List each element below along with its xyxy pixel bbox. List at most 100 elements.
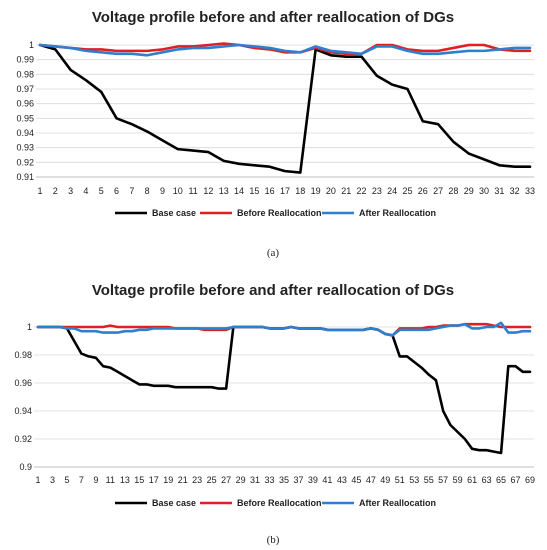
series-line-base-case — [36, 325, 532, 455]
x-tick-label: 21 — [178, 475, 188, 485]
x-tick-label: 32 — [510, 186, 520, 196]
x-tick-label: 13 — [120, 475, 130, 485]
y-tick-label: 0.96 — [14, 378, 32, 388]
x-tick-label: 55 — [424, 475, 434, 485]
y-tick-label: 1 — [29, 40, 34, 50]
y-tick-label: 0.9 — [19, 462, 32, 472]
x-tick-label: 1 — [37, 186, 42, 196]
series-line-base-case — [38, 43, 532, 174]
x-tick-label: 19 — [163, 475, 173, 485]
x-tick-label: 7 — [79, 475, 84, 485]
legend-label: Base case — [152, 208, 196, 218]
x-tick-label: 67 — [511, 475, 521, 485]
x-tick-label: 51 — [395, 475, 405, 485]
x-tick-label: 29 — [236, 475, 246, 485]
x-tick-label: 9 — [93, 475, 98, 485]
x-tick-label: 3 — [50, 475, 55, 485]
x-tick-label: 19 — [311, 186, 321, 196]
x-tick-label: 24 — [387, 186, 397, 196]
x-tick-label: 27 — [433, 186, 443, 196]
x-tick-label: 1 — [35, 475, 40, 485]
x-tick-label: 14 — [234, 186, 244, 196]
x-tick-label: 43 — [337, 475, 347, 485]
x-tick-label: 23 — [372, 186, 382, 196]
y-tick-label: 0.92 — [16, 157, 34, 167]
series-line-after-reallocation — [36, 321, 532, 337]
panel-label: (b) — [267, 534, 280, 546]
x-tick-label: 11 — [106, 475, 115, 485]
legend-label: After Reallocation — [359, 498, 436, 508]
x-tick-label: 7 — [129, 186, 134, 196]
x-tick-label: 5 — [64, 475, 69, 485]
x-tick-label: 15 — [249, 186, 259, 196]
x-tick-label: 5 — [99, 186, 104, 196]
x-tick-label: 53 — [409, 475, 419, 485]
x-tick-label: 49 — [380, 475, 390, 485]
x-tick-label: 6 — [114, 186, 119, 196]
legend-label: Before Reallocation — [237, 208, 322, 218]
x-tick-label: 15 — [134, 475, 144, 485]
x-tick-label: 4 — [83, 186, 88, 196]
legend-label: After Reallocation — [359, 208, 436, 218]
x-tick-label: 10 — [173, 186, 183, 196]
series-line-after-reallocation — [38, 43, 532, 57]
x-tick-label: 65 — [496, 475, 506, 485]
y-tick-label: 0.97 — [16, 84, 34, 94]
panel-label: (a) — [267, 247, 280, 259]
x-tick-label: 8 — [145, 186, 150, 196]
x-tick-label: 59 — [453, 475, 463, 485]
y-tick-label: 0.98 — [14, 350, 32, 360]
x-tick-label: 3 — [68, 186, 73, 196]
voltage-profile-chart-b: Voltage profile before and after realloc… — [14, 282, 535, 546]
y-tick-label: 0.96 — [16, 99, 34, 109]
x-tick-label: 22 — [357, 186, 367, 196]
x-tick-label: 63 — [482, 475, 492, 485]
y-tick-label: 0.99 — [16, 55, 34, 65]
legend-label: Base case — [152, 498, 196, 508]
x-tick-label: 28 — [448, 186, 458, 196]
x-tick-label: 29 — [464, 186, 474, 196]
x-tick-label: 21 — [341, 186, 351, 196]
x-tick-label: 33 — [525, 186, 535, 196]
x-tick-label: 37 — [293, 475, 303, 485]
x-tick-label: 12 — [203, 186, 213, 196]
y-tick-label: 0.95 — [16, 113, 34, 123]
x-tick-label: 30 — [479, 186, 489, 196]
y-tick-label: 0.94 — [16, 128, 34, 138]
x-tick-label: 13 — [219, 186, 229, 196]
x-tick-label: 45 — [351, 475, 361, 485]
y-tick-label: 0.94 — [14, 406, 32, 416]
x-tick-label: 57 — [438, 475, 448, 485]
x-tick-label: 2 — [53, 186, 58, 196]
x-tick-label: 31 — [494, 186, 504, 196]
x-tick-label: 35 — [279, 475, 289, 485]
x-tick-label: 17 — [280, 186, 290, 196]
x-tick-label: 39 — [308, 475, 318, 485]
x-tick-label: 33 — [265, 475, 275, 485]
series-line-before-reallocation — [38, 42, 532, 56]
y-tick-label: 1 — [27, 322, 32, 332]
x-tick-label: 26 — [418, 186, 428, 196]
x-tick-label: 25 — [207, 475, 217, 485]
voltage-profile-chart-a: Voltage profile before and after realloc… — [16, 9, 535, 259]
x-tick-label: 41 — [322, 475, 332, 485]
x-tick-label: 11 — [188, 186, 197, 196]
x-tick-label: 17 — [149, 475, 159, 485]
x-tick-label: 23 — [192, 475, 202, 485]
x-tick-label: 61 — [467, 475, 477, 485]
x-tick-label: 16 — [265, 186, 275, 196]
x-tick-label: 69 — [525, 475, 535, 485]
x-tick-label: 9 — [160, 186, 165, 196]
y-tick-label: 0.98 — [16, 69, 34, 79]
y-tick-label: 0.93 — [16, 143, 34, 153]
x-tick-label: 18 — [295, 186, 305, 196]
chart-title: Voltage profile before and after realloc… — [92, 282, 454, 299]
y-tick-label: 0.91 — [16, 172, 34, 182]
y-tick-label: 0.92 — [14, 434, 32, 444]
x-tick-label: 27 — [221, 475, 231, 485]
x-tick-label: 31 — [250, 475, 260, 485]
chart-title: Voltage profile before and after realloc… — [92, 9, 454, 26]
x-tick-label: 20 — [326, 186, 336, 196]
x-tick-label: 47 — [366, 475, 376, 485]
x-tick-label: 25 — [402, 186, 412, 196]
